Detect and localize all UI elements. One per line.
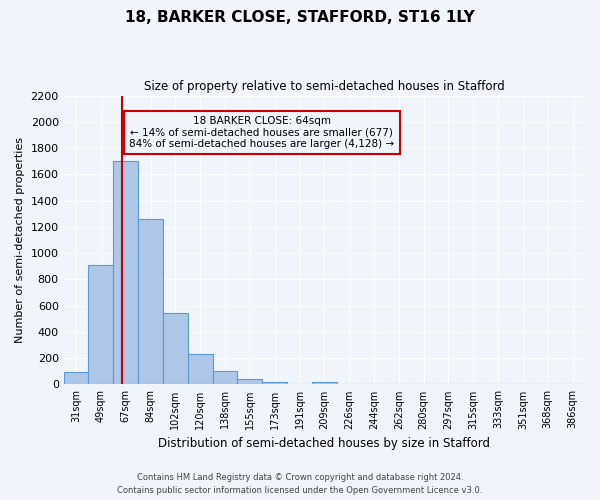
Bar bbox=[113, 161, 138, 384]
Bar bbox=[88, 265, 113, 384]
Title: Size of property relative to semi-detached houses in Stafford: Size of property relative to semi-detach… bbox=[144, 80, 505, 93]
Bar bbox=[188, 354, 212, 384]
Bar bbox=[262, 382, 287, 384]
Bar bbox=[64, 372, 88, 384]
Y-axis label: Number of semi-detached properties: Number of semi-detached properties bbox=[15, 137, 25, 343]
Text: Contains HM Land Registry data © Crown copyright and database right 2024.
Contai: Contains HM Land Registry data © Crown c… bbox=[118, 474, 482, 495]
Bar bbox=[138, 219, 163, 384]
Bar bbox=[238, 379, 262, 384]
Text: 18, BARKER CLOSE, STAFFORD, ST16 1LY: 18, BARKER CLOSE, STAFFORD, ST16 1LY bbox=[125, 10, 475, 25]
Bar bbox=[163, 313, 188, 384]
Bar bbox=[312, 382, 337, 384]
X-axis label: Distribution of semi-detached houses by size in Stafford: Distribution of semi-detached houses by … bbox=[158, 437, 490, 450]
Text: 18 BARKER CLOSE: 64sqm
← 14% of semi-detached houses are smaller (677)
84% of se: 18 BARKER CLOSE: 64sqm ← 14% of semi-det… bbox=[129, 116, 394, 149]
Bar bbox=[212, 370, 238, 384]
